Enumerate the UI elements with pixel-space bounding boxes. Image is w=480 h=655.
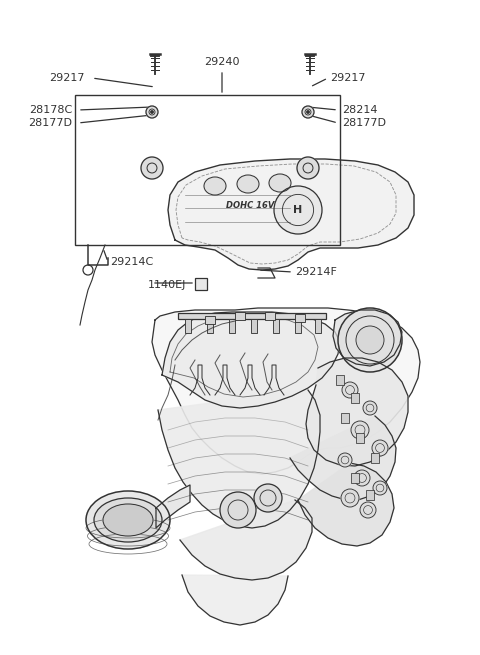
Bar (295, 314, 305, 322)
Text: 29240: 29240 (204, 57, 240, 67)
Ellipse shape (269, 174, 291, 192)
Text: DOHC 16V: DOHC 16V (226, 200, 274, 210)
Circle shape (373, 481, 387, 495)
Bar (207, 319, 213, 333)
Circle shape (342, 382, 358, 398)
Circle shape (307, 111, 309, 113)
Ellipse shape (103, 504, 153, 536)
Bar (273, 319, 279, 333)
Text: 28214: 28214 (342, 105, 377, 115)
Polygon shape (298, 463, 394, 546)
Bar (195, 278, 207, 290)
Polygon shape (306, 358, 408, 466)
Circle shape (297, 157, 319, 179)
Bar (265, 312, 275, 320)
Bar (75, 95, 340, 245)
Circle shape (338, 453, 352, 467)
Circle shape (274, 186, 322, 234)
Text: H: H (293, 205, 302, 215)
Polygon shape (158, 390, 320, 528)
Ellipse shape (237, 175, 259, 193)
Circle shape (146, 106, 158, 118)
Circle shape (351, 421, 369, 439)
Bar (185, 319, 191, 333)
Text: 28177D: 28177D (342, 118, 386, 128)
Circle shape (338, 308, 402, 372)
Text: 28177D: 28177D (28, 118, 72, 128)
Circle shape (354, 470, 370, 486)
Text: 1140EJ: 1140EJ (148, 280, 186, 290)
Polygon shape (162, 312, 340, 408)
Circle shape (220, 492, 256, 528)
Polygon shape (333, 310, 402, 366)
Bar (371, 453, 379, 463)
Circle shape (363, 401, 377, 415)
Bar (366, 490, 374, 500)
Circle shape (341, 489, 359, 507)
Polygon shape (180, 500, 312, 580)
Bar (341, 413, 349, 423)
Polygon shape (290, 416, 396, 500)
Polygon shape (156, 485, 190, 528)
Polygon shape (182, 575, 288, 625)
Bar (351, 473, 359, 483)
Circle shape (372, 440, 388, 456)
Circle shape (254, 484, 282, 512)
Text: 29217: 29217 (49, 73, 85, 83)
Bar (205, 316, 215, 324)
Ellipse shape (204, 177, 226, 195)
Circle shape (302, 106, 314, 118)
Text: 29217: 29217 (330, 73, 365, 83)
Text: 29214F: 29214F (295, 267, 337, 277)
Ellipse shape (94, 498, 162, 542)
Bar (356, 433, 364, 443)
Text: 28178C: 28178C (29, 105, 72, 115)
Bar (229, 319, 235, 333)
Bar (251, 319, 257, 333)
Circle shape (360, 502, 376, 518)
Ellipse shape (86, 491, 170, 549)
Bar (315, 319, 321, 333)
Polygon shape (168, 159, 414, 270)
Bar (235, 312, 245, 320)
Bar (295, 319, 301, 333)
Bar (351, 393, 359, 403)
Bar (336, 375, 344, 385)
Polygon shape (152, 308, 420, 474)
Bar (178, 313, 326, 319)
Circle shape (141, 157, 163, 179)
Circle shape (356, 326, 384, 354)
Circle shape (151, 111, 153, 113)
Text: 29214C: 29214C (110, 257, 153, 267)
